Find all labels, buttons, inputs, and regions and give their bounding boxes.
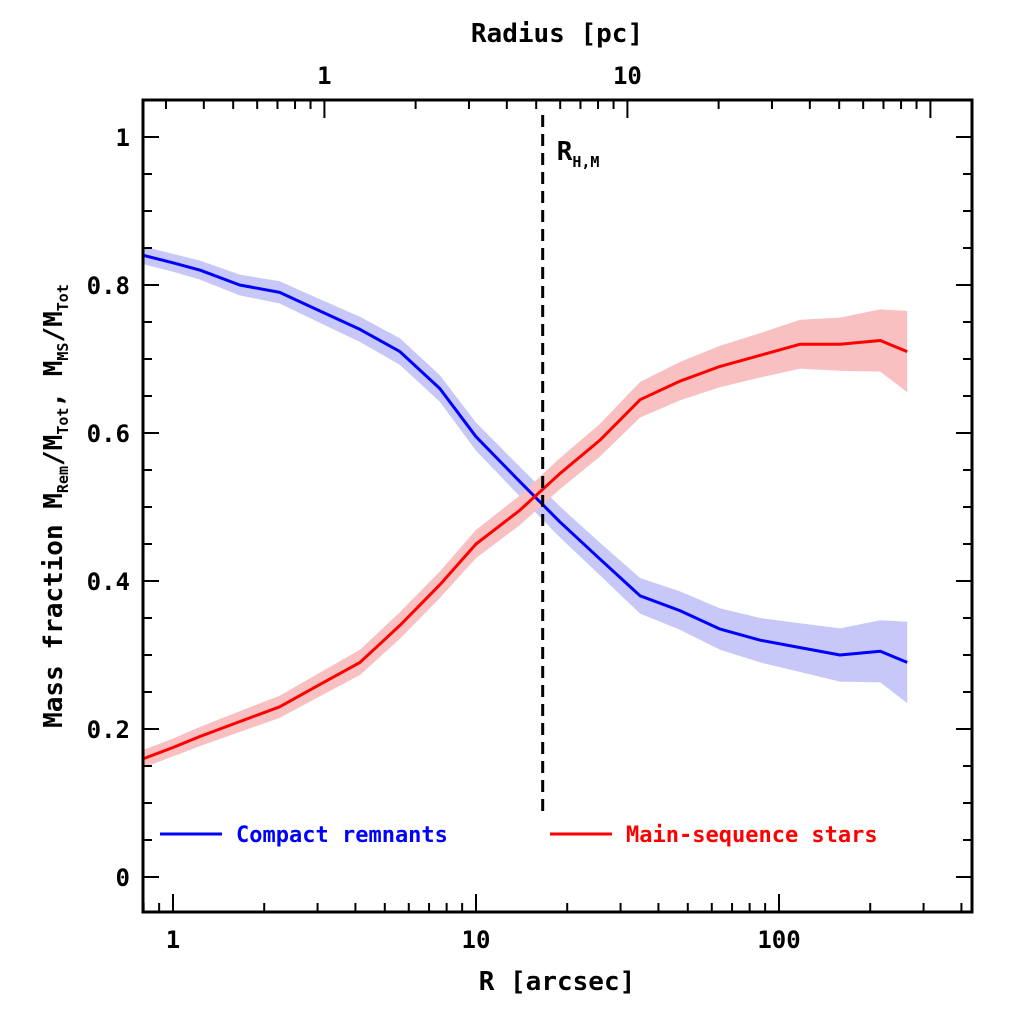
x-tick-label: 10 — [462, 926, 491, 954]
y-tick-labels: 0 0.2 0.4 0.6 0.8 1 — [87, 124, 130, 892]
y-tick-label: 0.2 — [87, 716, 130, 744]
band-compact-remnants — [143, 246, 908, 704]
confidence-bands — [143, 246, 908, 768]
top-tick-label: 1 — [317, 62, 331, 90]
legend: Compact remnants Main-sequence stars — [160, 823, 878, 848]
y-tick-label: 0.8 — [87, 272, 130, 300]
line-main-sequence-stars — [143, 339, 908, 761]
half-mass-radius-label: RH,M — [557, 137, 600, 171]
top-tick-labels: 1 10 — [317, 62, 642, 90]
line-compact-remnants — [143, 253, 908, 664]
top-axis-title: Radius [pc] — [471, 19, 643, 49]
y-axis-title: Mass fraction MRem/MTot, MMS/MTot — [39, 284, 72, 728]
y-tick-label: 0 — [116, 864, 130, 892]
x-tick-labels: 1 10 100 — [166, 926, 801, 954]
axis-ticks — [142, 100, 972, 912]
series-lines — [143, 253, 908, 761]
top-tick-label: 10 — [613, 62, 642, 90]
y-tick-label: 0.6 — [87, 420, 130, 448]
legend-label-main-sequence: Main-sequence stars — [626, 823, 878, 848]
legend-label-compact-remnants: Compact remnants — [236, 823, 448, 848]
x-axis-title: R [arcsec] — [479, 967, 636, 997]
y-tick-label: 0.4 — [87, 568, 130, 596]
band-main-sequence-stars — [143, 309, 908, 768]
x-tick-label: 100 — [757, 926, 800, 954]
x-tick-label: 1 — [166, 926, 180, 954]
y-tick-label: 1 — [116, 124, 130, 152]
